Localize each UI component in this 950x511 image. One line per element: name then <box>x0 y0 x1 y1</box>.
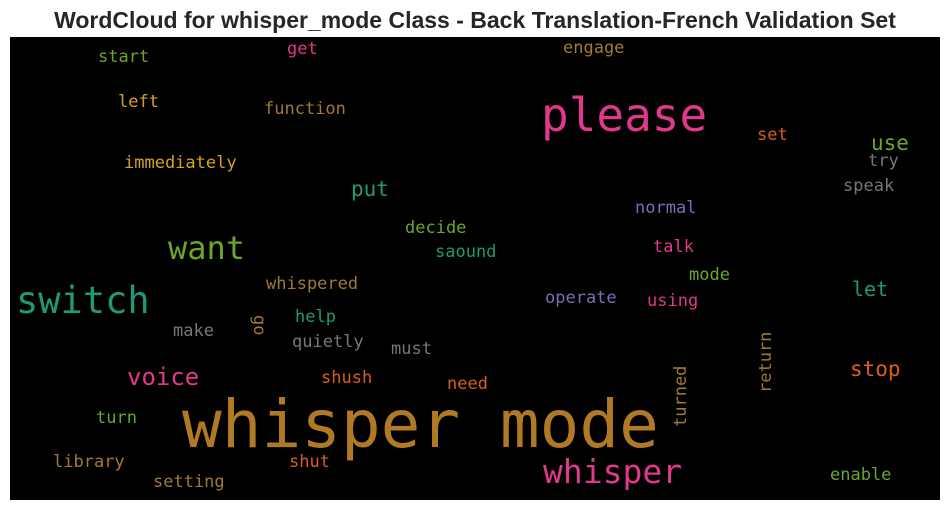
word-help: help <box>295 307 336 327</box>
word-function: function <box>264 99 346 119</box>
word-decide: decide <box>405 218 466 238</box>
word-switch: switch <box>16 279 150 322</box>
word-mode: mode <box>689 265 730 285</box>
word-whisper-mode: whisper mode <box>182 386 659 463</box>
word-turn: turn <box>96 408 137 428</box>
word-set: set <box>757 125 788 145</box>
word-whisper: whisper <box>543 452 682 491</box>
word-immediately: immediately <box>124 153 237 173</box>
word-normal: normal <box>635 198 696 218</box>
cloud-background <box>10 37 940 500</box>
word-using: using <box>647 291 698 311</box>
word-talk: talk <box>653 237 694 257</box>
word-library: library <box>53 452 125 472</box>
word-let: let <box>852 277 888 301</box>
word-quietly: quietly <box>292 332 364 352</box>
word-saound: saound <box>435 242 496 262</box>
word-cloud: whisper mode please switch whisper want voice… <box>10 37 940 500</box>
word-speak: speak <box>843 176 894 196</box>
word-operate: operate <box>545 288 617 308</box>
word-must: must <box>391 339 432 359</box>
word-please: please <box>541 88 707 142</box>
word-return: return <box>756 332 776 393</box>
word-want: want <box>168 229 245 267</box>
word-need: need <box>447 374 488 394</box>
word-go: go <box>249 315 269 335</box>
word-voice: voice <box>127 363 199 391</box>
chart-title: WordCloud for whisper_mode Class - Back … <box>54 7 896 33</box>
word-shut: shut <box>289 452 330 472</box>
word-make: make <box>173 321 214 341</box>
word-turned: turned <box>671 366 691 427</box>
word-enable: enable <box>830 465 891 485</box>
word-left: left <box>118 92 159 112</box>
word-start: start <box>98 47 149 67</box>
word-get: get <box>287 39 318 59</box>
word-use: use <box>871 131 909 155</box>
word-stop: stop <box>850 357 901 381</box>
word-shush: shush <box>321 368 372 388</box>
word-try: try <box>868 151 899 171</box>
word-put: put <box>351 177 389 201</box>
word-whispered: whispered <box>266 274 358 294</box>
word-engage: engage <box>563 38 624 58</box>
word-setting: setting <box>153 472 225 492</box>
